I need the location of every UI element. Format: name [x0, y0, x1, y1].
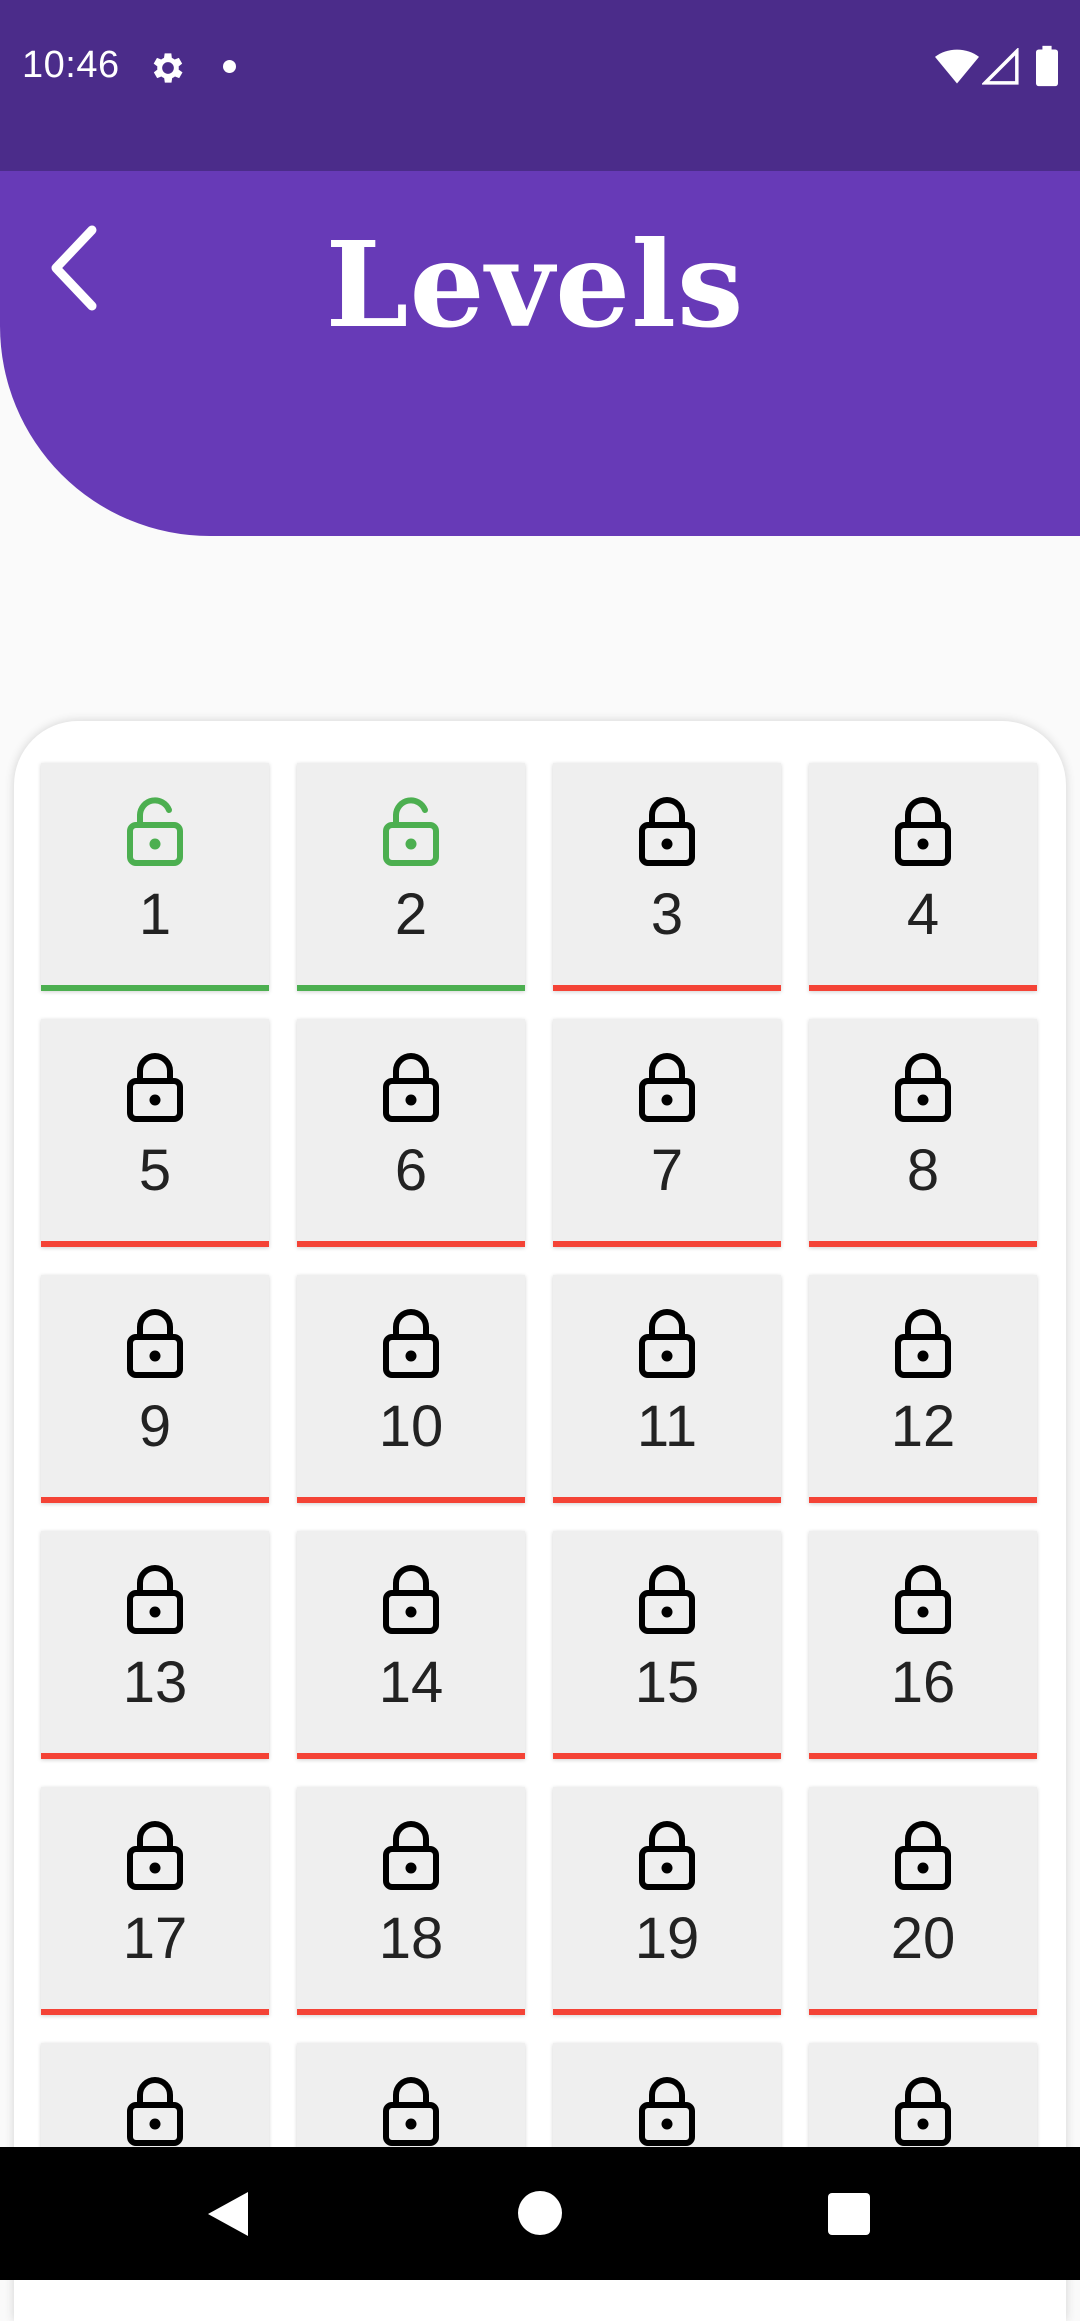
lock-icon [637, 1561, 697, 1635]
lock-icon [125, 2073, 185, 2147]
lock-icon [893, 1305, 953, 1379]
level-number: 6 [394, 1138, 428, 1203]
level-tile[interactable]: 16 [809, 1531, 1037, 1759]
nav-home-icon[interactable] [518, 2191, 562, 2235]
level-grid: 1 2 3 4 5 6 7 8 9 10 11 12 13 14 15 16 17 18 19 20 [14, 721, 1066, 2321]
level-number: 18 [378, 1906, 444, 1971]
level-status-bar [41, 1241, 269, 1247]
lock-icon [637, 2073, 697, 2147]
level-tile[interactable]: 2 [297, 763, 525, 991]
level-tile[interactable]: 13 [41, 1531, 269, 1759]
lock-icon [893, 793, 953, 867]
level-status-bar [41, 985, 269, 991]
level-number: 2 [394, 882, 428, 947]
level-status-bar [297, 1241, 525, 1247]
lock-icon [637, 1049, 697, 1123]
page-title: Levels [325, 215, 745, 354]
nav-back-icon[interactable] [204, 2190, 250, 2238]
lock-icon [893, 1049, 953, 1123]
level-number: 11 [636, 1394, 698, 1459]
lock-open-icon [125, 793, 185, 867]
level-tile[interactable]: 12 [809, 1275, 1037, 1503]
chevron-left-icon [51, 225, 97, 311]
level-status-bar [297, 2009, 525, 2015]
header-banner [0, 171, 1080, 536]
level-tile[interactable]: 17 [41, 1787, 269, 2015]
level-number: 5 [138, 1138, 172, 1203]
level-status-bar [553, 985, 781, 991]
level-status-bar [297, 1753, 525, 1759]
notification-dot-icon [223, 60, 236, 73]
level-tile[interactable]: 1 [41, 763, 269, 991]
lock-icon [381, 1305, 441, 1379]
level-tile[interactable]: 15 [553, 1531, 781, 1759]
level-status-bar [553, 1241, 781, 1247]
level-status-bar [809, 1241, 1037, 1247]
lock-icon [381, 1561, 441, 1635]
level-number: 12 [890, 1394, 956, 1459]
level-tile[interactable]: 19 [553, 1787, 781, 2015]
level-tile[interactable]: 20 [809, 1787, 1037, 2015]
lock-icon [893, 1817, 953, 1891]
level-status-bar [297, 1497, 525, 1503]
lock-icon [125, 1305, 185, 1379]
lock-icon [893, 1561, 953, 1635]
signal-icon [982, 48, 1019, 85]
level-tile[interactable]: 6 [297, 1019, 525, 1247]
level-number: 14 [378, 1650, 444, 1715]
level-number: 13 [122, 1650, 188, 1715]
level-tile[interactable]: 14 [297, 1531, 525, 1759]
level-number: 17 [122, 1906, 188, 1971]
lock-icon [125, 1049, 185, 1123]
lock-icon [893, 2073, 953, 2147]
lock-icon [125, 1561, 185, 1635]
level-status-bar [553, 2009, 781, 2015]
level-tile[interactable]: 3 [553, 763, 781, 991]
level-status-bar [41, 1753, 269, 1759]
level-status-bar [297, 985, 525, 991]
level-tile[interactable]: 9 [41, 1275, 269, 1503]
level-number: 1 [138, 882, 172, 947]
lock-icon [381, 1049, 441, 1123]
level-number: 4 [906, 882, 940, 947]
level-status-bar [809, 1497, 1037, 1503]
level-status-bar [809, 1753, 1037, 1759]
nav-recents-icon[interactable] [828, 2193, 870, 2235]
level-number: 15 [634, 1650, 700, 1715]
lock-icon [637, 793, 697, 867]
level-number: 19 [634, 1906, 700, 1971]
level-status-bar [41, 1497, 269, 1503]
level-number: 7 [650, 1138, 684, 1203]
battery-icon [1036, 45, 1058, 87]
level-number: 10 [378, 1394, 444, 1459]
level-tile[interactable]: 18 [297, 1787, 525, 2015]
lock-icon [637, 1817, 697, 1891]
status-bar: 10:46 [0, 0, 1080, 171]
lock-icon [381, 1817, 441, 1891]
level-tile[interactable]: 11 [553, 1275, 781, 1503]
lock-open-icon [381, 793, 441, 867]
gear-icon [153, 53, 183, 83]
level-tile[interactable]: 5 [41, 1019, 269, 1247]
level-number: 8 [906, 1138, 940, 1203]
level-number: 3 [650, 882, 684, 947]
lock-icon [125, 1817, 185, 1891]
level-tile[interactable]: 7 [553, 1019, 781, 1247]
level-tile[interactable]: 8 [809, 1019, 1037, 1247]
level-tile[interactable]: 4 [809, 763, 1037, 991]
status-time: 10:46 [22, 44, 120, 86]
lock-icon [637, 1305, 697, 1379]
level-status-bar [553, 1753, 781, 1759]
level-status-bar [41, 2009, 269, 2015]
level-status-bar [809, 985, 1037, 991]
lock-icon [381, 2073, 441, 2147]
back-button[interactable] [40, 218, 110, 318]
level-number: 20 [890, 1906, 956, 1971]
level-number: 16 [890, 1650, 956, 1715]
wifi-icon [935, 49, 979, 84]
level-status-bar [553, 1497, 781, 1503]
level-number: 9 [138, 1394, 172, 1459]
level-status-bar [809, 2009, 1037, 2015]
level-tile[interactable]: 10 [297, 1275, 525, 1503]
